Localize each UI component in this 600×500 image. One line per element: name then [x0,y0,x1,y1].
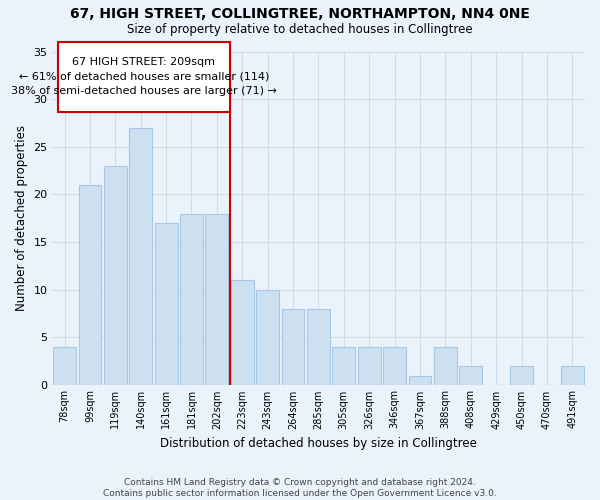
Bar [256,290,279,385]
Bar [409,376,431,385]
Bar [332,347,355,385]
Bar [79,185,101,385]
Bar [205,214,228,385]
Bar [510,366,533,385]
Bar [129,128,152,385]
Bar [434,347,457,385]
Text: Contains HM Land Registry data © Crown copyright and database right 2024.
Contai: Contains HM Land Registry data © Crown c… [103,478,497,498]
X-axis label: Distribution of detached houses by size in Collingtree: Distribution of detached houses by size … [160,437,477,450]
Bar [281,309,304,385]
Bar [460,366,482,385]
Bar [155,223,178,385]
Bar [561,366,584,385]
Bar [231,280,254,385]
Text: 67 HIGH STREET: 209sqm
← 61% of detached houses are smaller (114)
38% of semi-de: 67 HIGH STREET: 209sqm ← 61% of detached… [11,56,277,96]
Bar [383,347,406,385]
Bar [180,214,203,385]
Y-axis label: Number of detached properties: Number of detached properties [15,126,28,312]
Bar [307,309,330,385]
Bar [53,347,76,385]
Bar [358,347,380,385]
Bar [104,166,127,385]
Text: 67, HIGH STREET, COLLINGTREE, NORTHAMPTON, NN4 0NE: 67, HIGH STREET, COLLINGTREE, NORTHAMPTO… [70,8,530,22]
Text: Size of property relative to detached houses in Collingtree: Size of property relative to detached ho… [127,22,473,36]
